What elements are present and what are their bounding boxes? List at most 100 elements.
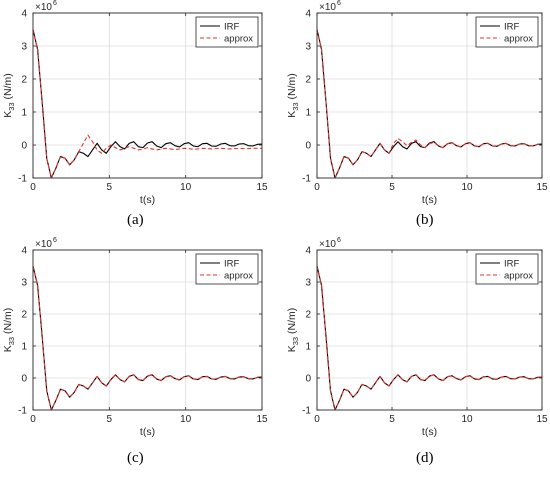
x-axis-label: t(s) <box>422 194 437 206</box>
legend-label-IRF: IRF <box>504 259 520 270</box>
y-tick-label: 1 <box>305 108 311 119</box>
x-tick-label: 5 <box>389 414 395 425</box>
legend-label-approx: approx <box>504 271 533 282</box>
y-exponent-label: ×10 <box>319 2 336 13</box>
axes-box <box>32 249 263 411</box>
y-tick-label: 3 <box>21 278 27 289</box>
series-line-approx <box>32 29 262 179</box>
y-axis-label-main: K <box>286 111 298 118</box>
x-tick-label: 10 <box>180 182 192 193</box>
y-tick-label: 3 <box>21 42 27 53</box>
y-tick-label: 1 <box>21 108 27 119</box>
y-exponent-label: ×10 <box>35 239 52 250</box>
legend-box <box>195 16 259 48</box>
legend-label-IRF: IRF <box>224 22 240 33</box>
y-tick-label: -1 <box>18 406 27 417</box>
axes-box <box>316 249 543 411</box>
y-axis-label-main: K <box>286 345 298 352</box>
x-tick-label: 10 <box>461 182 473 193</box>
x-tick-label: 0 <box>314 414 320 425</box>
y-tick-label: 4 <box>21 9 27 20</box>
panel-label-b: (b) <box>416 212 434 229</box>
y-tick-label: 0 <box>21 141 27 152</box>
legend-box <box>195 253 259 285</box>
y-tick-label: 0 <box>21 374 27 385</box>
x-tick-label: 15 <box>256 182 268 193</box>
y-tick-label: -1 <box>302 174 311 185</box>
y-axis-label-sub: 33 <box>291 102 300 110</box>
series-line-approx <box>32 265 263 411</box>
x-axis-label: t(s) <box>422 426 437 438</box>
y-exponent-power: 6 <box>53 237 57 244</box>
y-tick-label: 0 <box>305 141 311 152</box>
y-tick-label: 1 <box>305 342 311 353</box>
panel-label-c: (c) <box>127 450 144 467</box>
y-axis-label-sub: 33 <box>291 337 300 345</box>
axes-box <box>316 12 543 179</box>
y-axis-label-unit: (N/m) <box>2 73 14 102</box>
y-axis-label-unit: (N/m) <box>286 73 298 102</box>
y-axis-label: K33 (N/m) <box>2 308 16 353</box>
x-tick-label: 5 <box>107 414 113 425</box>
x-axis-label: t(s) <box>140 194 155 206</box>
y-exponent-power: 6 <box>53 0 57 7</box>
panel-label-b-text: (b) <box>416 212 434 228</box>
x-tick-label: 0 <box>30 182 36 193</box>
y-axis-label-sub: 33 <box>7 337 16 345</box>
y-tick-label: 3 <box>305 42 311 53</box>
x-tick-label: 15 <box>536 182 548 193</box>
y-tick-label: 1 <box>21 342 27 353</box>
y-tick-label: 3 <box>305 278 311 289</box>
legend-box <box>475 253 539 285</box>
y-axis-label-sub: 33 <box>7 102 16 110</box>
x-tick-label: 15 <box>256 414 268 425</box>
y-tick-label: 0 <box>305 374 311 385</box>
y-tick-label: 4 <box>21 246 27 257</box>
y-tick-label: 4 <box>305 9 311 20</box>
y-tick-label: 2 <box>21 310 27 321</box>
panel-label-a-text: (a) <box>127 212 144 228</box>
y-axis-label-main: K <box>2 345 14 352</box>
axes-box <box>32 12 263 179</box>
y-tick-label: 2 <box>21 75 27 86</box>
x-tick-label: 5 <box>107 182 113 193</box>
x-tick-label: 0 <box>314 182 320 193</box>
series-line-approx <box>316 265 543 411</box>
y-exponent-label: ×10 <box>35 2 52 13</box>
legend-label-IRF: IRF <box>504 22 520 33</box>
x-tick-label: 10 <box>180 414 192 425</box>
x-tick-label: 10 <box>461 414 473 425</box>
panel-label-c-text: (c) <box>127 450 144 466</box>
y-axis-label: K33 (N/m) <box>2 73 16 118</box>
panel-label-a: (a) <box>127 212 144 229</box>
legend-label-IRF: IRF <box>224 259 240 270</box>
y-axis-label: K33 (N/m) <box>286 73 300 118</box>
y-tick-label: 4 <box>305 246 311 257</box>
y-tick-label: 2 <box>305 75 311 86</box>
y-tick-label: -1 <box>302 406 311 417</box>
x-tick-label: 0 <box>30 414 36 425</box>
x-tick-label: 5 <box>389 182 395 193</box>
x-axis-label: t(s) <box>140 426 155 438</box>
legend-box <box>475 16 539 48</box>
legend-label-approx: approx <box>224 271 253 282</box>
y-exponent-power: 6 <box>337 237 341 244</box>
x-tick-label: 15 <box>536 414 548 425</box>
y-axis-label-main: K <box>2 111 14 118</box>
panel-label-d: (d) <box>416 450 434 467</box>
y-axis-label: K33 (N/m) <box>286 308 300 353</box>
y-exponent-label: ×10 <box>319 239 336 250</box>
y-axis-label-unit: (N/m) <box>2 308 14 337</box>
y-tick-label: -1 <box>18 174 27 185</box>
legend-label-approx: approx <box>224 34 253 45</box>
series-line-IRF <box>32 29 263 179</box>
legend-label-approx: approx <box>504 34 533 45</box>
panel-label-d-text: (d) <box>416 450 434 466</box>
y-exponent-power: 6 <box>337 0 341 7</box>
y-axis-label-unit: (N/m) <box>286 308 298 337</box>
